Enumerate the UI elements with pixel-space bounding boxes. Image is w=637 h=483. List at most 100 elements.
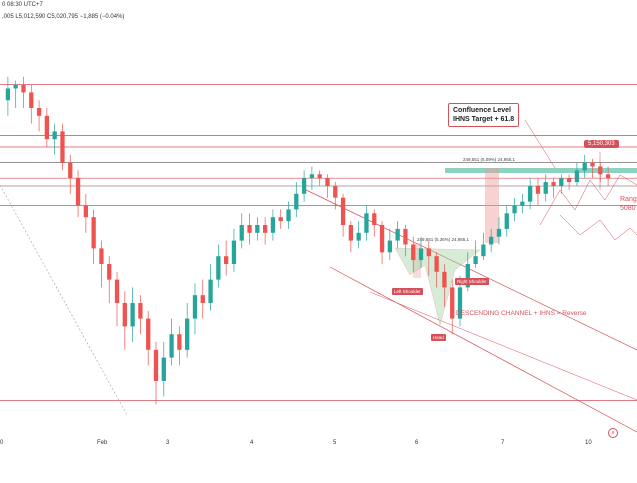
candle-body <box>309 174 315 179</box>
candle-body <box>551 182 556 186</box>
candle-body <box>528 186 533 202</box>
candle-body <box>270 217 276 233</box>
candle-body <box>99 248 104 264</box>
range-label: Rang <box>620 196 637 203</box>
measure-shade-1 <box>485 168 499 243</box>
candle-body <box>192 295 198 319</box>
candle-body <box>426 248 431 257</box>
candle-body <box>364 213 369 233</box>
price-target-tag[interactable]: 5,150,303 <box>584 140 619 148</box>
channel-mid-line <box>369 291 637 401</box>
candle-body <box>153 349 159 381</box>
candle-body <box>387 240 392 253</box>
candle-body <box>75 178 81 206</box>
ihns-shape <box>394 247 481 326</box>
candle-body <box>582 162 587 171</box>
candle-body <box>403 228 408 245</box>
chart-header: 0 08:30 UTC+7 ,005 L5,012,590 C5,020,795… <box>0 0 637 24</box>
x-axis-tick-label: 3 <box>166 440 170 446</box>
candle-body <box>91 217 96 249</box>
candle-body <box>278 217 283 222</box>
x-axis-tick-label: Feb <box>97 440 108 446</box>
projection-path-1 <box>539 174 637 226</box>
range-value: 5080 <box>620 205 636 212</box>
candle-body <box>512 205 517 214</box>
candle-body <box>286 209 291 222</box>
candle-body <box>107 264 112 280</box>
candle-body <box>185 318 190 350</box>
confluence-title: Confluence Level <box>453 107 511 114</box>
candle-body <box>60 131 65 163</box>
left-shoulder-badge: Left Shoulder <box>392 288 423 295</box>
candle-body <box>301 178 307 194</box>
right-shoulder-badge: Right Shoulder <box>455 278 489 285</box>
candle-body <box>239 225 244 241</box>
candle-body <box>130 303 135 327</box>
confluence-zone <box>445 168 637 173</box>
x-axis-tick-label: 5 <box>333 440 337 446</box>
candle-body <box>481 244 486 257</box>
candles <box>5 76 611 405</box>
candle-body <box>450 287 455 319</box>
candle-body <box>379 225 385 253</box>
projection-path-2 <box>559 214 637 241</box>
candle-body <box>590 162 595 167</box>
x-axis-tick-label: 7 <box>501 440 505 446</box>
candle-body <box>504 213 509 229</box>
confluence-callout[interactable]: Confluence Level IHNS Target + 61.8 <box>448 103 520 127</box>
candle-body <box>114 279 120 303</box>
candle-body <box>566 178 572 183</box>
x-axis-tick-label: 4 <box>250 440 254 446</box>
candle-body <box>247 225 252 233</box>
measure-shade-2 <box>413 243 421 278</box>
candle-body <box>255 225 260 233</box>
candle-body <box>457 287 463 319</box>
candle-body <box>559 178 564 186</box>
candle-body <box>29 92 34 108</box>
candle-body <box>231 240 237 264</box>
candle-body <box>543 182 548 194</box>
candle-body <box>535 186 541 194</box>
candle-body <box>411 244 416 261</box>
callout-line <box>524 119 556 169</box>
candle-body <box>489 236 494 245</box>
candle-body <box>36 108 42 116</box>
candle-body <box>356 232 361 241</box>
channel-lower-line <box>329 266 637 433</box>
confluence-subtitle: IHNS Target + 61.8 <box>453 116 515 123</box>
candle-body <box>161 357 166 381</box>
candle-body <box>177 334 182 350</box>
candle-body <box>52 131 57 140</box>
candle-body <box>146 318 151 350</box>
candle-body <box>348 225 354 241</box>
candle-body <box>216 256 221 280</box>
candle-body <box>496 228 502 237</box>
candle-body <box>224 256 229 264</box>
candle-body <box>200 295 205 303</box>
channel-description: DESCENDING CHANNEL + IHNS = Reverse <box>456 310 587 317</box>
head-badge: Head <box>431 334 446 341</box>
x-axis-tick-label: 6 <box>415 440 419 446</box>
candle-body <box>598 166 603 175</box>
candle-body <box>574 170 580 183</box>
candle-body <box>473 256 478 264</box>
candle-body <box>325 178 330 186</box>
candle-body <box>605 174 611 179</box>
dashed-trend-line <box>0 184 128 416</box>
candle-body <box>372 213 377 225</box>
candle-body <box>520 201 525 206</box>
x-axis-tick-label: 0 <box>0 440 4 446</box>
candle-body <box>122 303 127 327</box>
candle-body <box>13 84 18 89</box>
candle-body <box>5 88 11 101</box>
x-axis-tick-label: 10 <box>585 440 592 446</box>
event-marker-icon[interactable]: e <box>608 428 618 438</box>
candle-body <box>21 84 26 93</box>
candle-body <box>418 248 424 261</box>
candle-body <box>44 115 50 140</box>
candle-body <box>340 197 346 225</box>
candle-body <box>208 279 213 303</box>
measure-label-top: 249,551 (5.09%) 24,955,1 <box>463 157 516 162</box>
